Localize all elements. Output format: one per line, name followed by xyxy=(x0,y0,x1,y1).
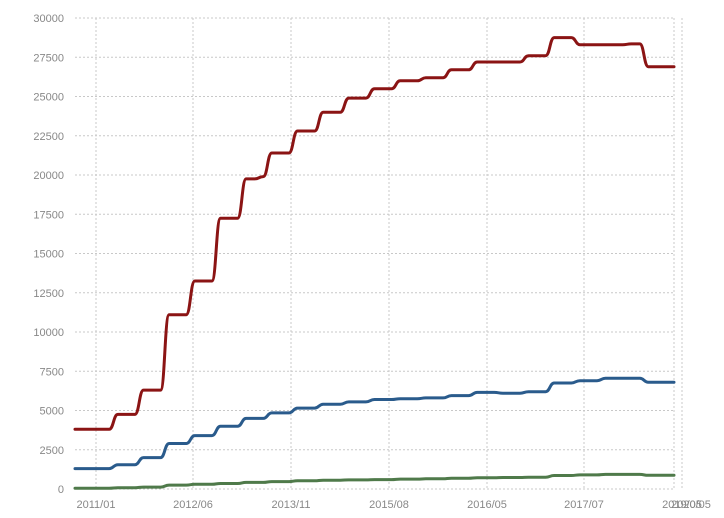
y-tick-label: 20000 xyxy=(33,170,64,182)
x-tick-label: 2020/05 xyxy=(671,499,711,511)
gridlines xyxy=(75,17,683,490)
series-line-2 xyxy=(73,376,676,471)
series-line-1 xyxy=(73,36,676,431)
y-tick-label: 7500 xyxy=(40,366,64,378)
y-tick-label: 25000 xyxy=(33,92,64,104)
y-tick-label: 0 xyxy=(58,484,64,496)
y-tick-label: 12500 xyxy=(33,288,64,300)
y-tick-label: 22500 xyxy=(33,131,64,143)
series-line-3 xyxy=(73,472,676,490)
x-tick-label: 2019/05 xyxy=(662,499,702,511)
x-tick-label: 2016/05 xyxy=(467,499,507,511)
x-tick-label: 2017/07 xyxy=(564,499,604,511)
x-tick-label: 2012/06 xyxy=(173,499,213,511)
y-tick-label: 27500 xyxy=(33,52,64,64)
y-tick-label: 17500 xyxy=(33,209,64,221)
x-tick-label: 2011/01 xyxy=(77,499,116,511)
x-tick-label: 2015/08 xyxy=(369,499,409,511)
x-tick-label: 2013/11 xyxy=(272,499,311,511)
y-axis-ticks: 0 2500 5000 7500 10000 12500 15000 17500 20000 22… xyxy=(33,13,64,496)
y-tick-label: 5000 xyxy=(40,406,64,418)
y-tick-label: 30000 xyxy=(33,13,64,25)
y-tick-label: 2500 xyxy=(40,445,64,457)
y-tick-label: 10000 xyxy=(33,327,64,339)
y-tick-label: 15000 xyxy=(33,249,64,261)
x-axis-ticks: 2011/01 2012/06 2013/11 2015/08 2016/05 2017/… xyxy=(77,499,711,511)
series-layer xyxy=(73,36,676,490)
